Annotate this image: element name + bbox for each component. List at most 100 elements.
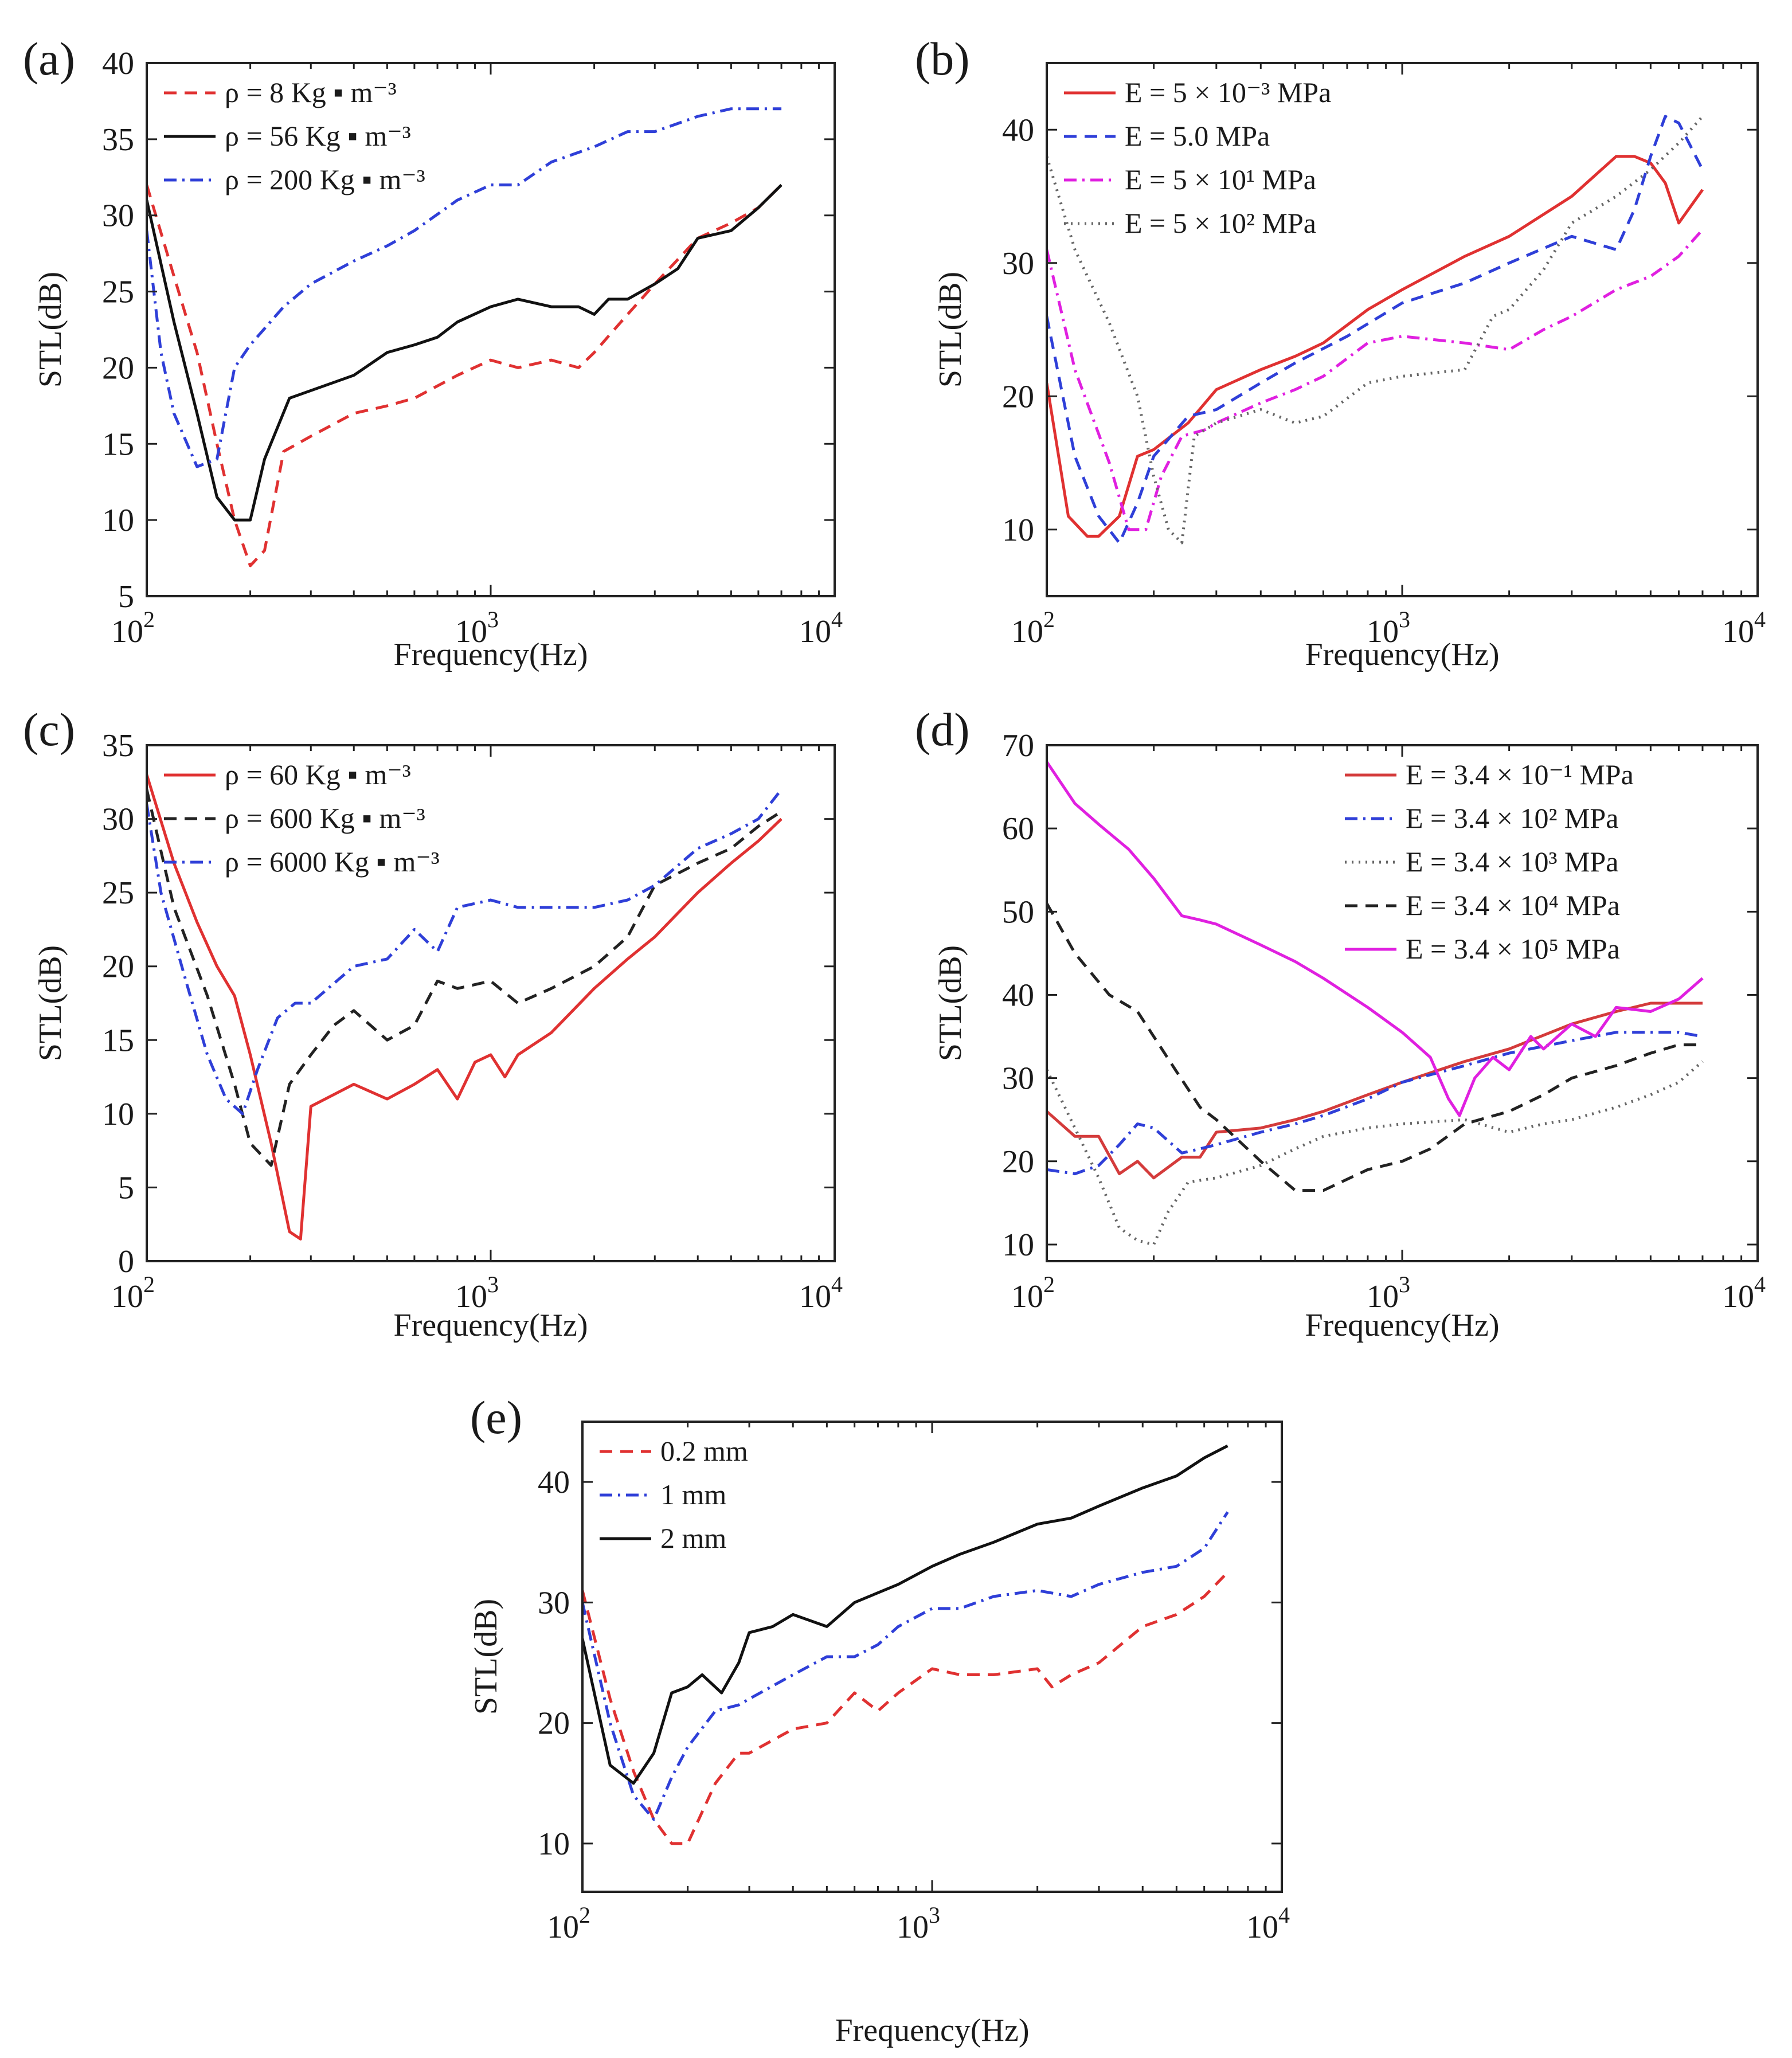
x-tick-exponent: 4 xyxy=(1278,1902,1290,1928)
x-tick-base: 10 xyxy=(111,1279,143,1314)
y-tick-label: 25 xyxy=(102,275,134,310)
x-tick-base: 10 xyxy=(799,614,831,650)
legend-entry: E = 5 × 10² MPa xyxy=(1125,207,1316,239)
legend-entry: ρ = 8 Kg ▪ m⁻³ xyxy=(225,76,397,108)
legend-entry: ρ = 60 Kg ▪ m⁻³ xyxy=(225,758,411,791)
legend-entry: E = 5 × 10⁻³ MPa xyxy=(1125,76,1331,108)
y-tick-label: 10 xyxy=(1002,512,1034,548)
y-tick-label: 40 xyxy=(102,46,134,81)
series-line-2 xyxy=(147,183,782,522)
x-tick-exponent: 4 xyxy=(831,607,843,632)
y-axis-label: STL(dB) xyxy=(933,272,968,388)
y-tick-label: 30 xyxy=(538,1585,570,1621)
legend-entry: E = 3.4 × 10⁻¹ MPa xyxy=(1406,758,1634,791)
legend-entry: ρ = 200 Kg ▪ m⁻³ xyxy=(225,163,425,195)
x-tick-label: 104 xyxy=(1722,607,1766,650)
x-tick-base: 10 xyxy=(799,1279,831,1314)
legend-entry: E = 3.4 × 10² MPa xyxy=(1406,802,1618,834)
panel-label: (e) xyxy=(470,1391,522,1443)
legend-entry: E = 3.4 × 10⁵ MPa xyxy=(1406,933,1620,965)
x-tick-base: 10 xyxy=(1722,614,1754,650)
legend-entry: E = 3.4 × 10⁴ MPa xyxy=(1406,889,1620,921)
y-tick-label: 5 xyxy=(118,579,134,615)
x-tick-label: 103 xyxy=(455,1271,499,1314)
x-tick-exponent: 3 xyxy=(487,1271,499,1297)
x-axis-label: Frequency(Hz) xyxy=(1305,1308,1500,1343)
x-tick-label: 104 xyxy=(799,607,843,650)
y-tick-label: 20 xyxy=(102,350,134,386)
x-tick-base: 10 xyxy=(1011,614,1043,650)
y-tick-label: 25 xyxy=(102,875,134,911)
y-tick-label: 35 xyxy=(102,122,134,158)
series-line-3 xyxy=(147,788,783,1116)
x-tick-exponent: 3 xyxy=(1399,1271,1410,1297)
y-tick-label: 5 xyxy=(118,1170,134,1206)
y-tick-label: 40 xyxy=(538,1465,570,1500)
x-tick-base: 10 xyxy=(1722,1279,1754,1314)
legend-entry: 2 mm xyxy=(660,1522,726,1554)
y-tick-label: 20 xyxy=(102,949,134,985)
x-tick-base: 10 xyxy=(1246,1910,1278,1945)
x-tick-base: 10 xyxy=(1367,1279,1399,1314)
panel-label: (d) xyxy=(915,703,970,756)
y-tick-label: 40 xyxy=(1002,112,1034,148)
panel-label: (c) xyxy=(23,703,75,756)
x-tick-label: 102 xyxy=(111,1271,155,1314)
x-tick-exponent: 2 xyxy=(1043,1271,1055,1297)
x-tick-label: 102 xyxy=(1011,1271,1055,1314)
x-tick-base: 10 xyxy=(1011,1279,1043,1314)
y-tick-label: 50 xyxy=(1002,894,1034,930)
x-tick-exponent: 3 xyxy=(487,607,499,632)
panel-label: (a) xyxy=(23,33,75,85)
x-tick-label: 102 xyxy=(547,1902,590,1945)
legend-entry: E = 5.0 MPa xyxy=(1125,120,1270,152)
x-tick-exponent: 2 xyxy=(579,1902,590,1928)
y-axis-label: STL(dB) xyxy=(33,272,68,388)
legend-entry: E = 5 × 10¹ MPa xyxy=(1125,163,1316,195)
y-tick-label: 20 xyxy=(1002,379,1034,414)
y-tick-label: 15 xyxy=(102,1023,134,1058)
series-line-2 xyxy=(582,1511,1229,1821)
series-line-3 xyxy=(1047,1060,1704,1246)
legend-entry: ρ = 56 Kg ▪ m⁻³ xyxy=(225,120,411,152)
x-tick-exponent: 2 xyxy=(143,607,155,632)
x-tick-exponent: 4 xyxy=(1754,607,1766,632)
y-tick-label: 30 xyxy=(1002,246,1034,281)
x-tick-base: 10 xyxy=(455,1279,487,1314)
x-tick-label: 103 xyxy=(897,1902,940,1945)
x-axis-label: Frequency(Hz) xyxy=(394,637,588,672)
series-line-2 xyxy=(1047,115,1704,545)
x-tick-exponent: 4 xyxy=(1754,1271,1766,1297)
y-tick-label: 70 xyxy=(1002,728,1034,764)
x-tick-label: 103 xyxy=(1367,607,1410,650)
series-line-1 xyxy=(582,1571,1229,1845)
x-tick-label: 102 xyxy=(111,607,155,650)
x-axis-label: Frequency(Hz) xyxy=(394,1308,588,1343)
legend-entry: ρ = 6000 Kg ▪ m⁻³ xyxy=(225,846,440,878)
x-tick-label: 103 xyxy=(455,607,499,650)
y-tick-label: 20 xyxy=(538,1706,570,1742)
legend-entry: 1 mm xyxy=(660,1478,726,1511)
legend-entry: ρ = 600 Kg ▪ m⁻³ xyxy=(225,802,425,834)
x-tick-label: 103 xyxy=(1367,1271,1410,1314)
y-tick-label: 10 xyxy=(1002,1227,1034,1263)
x-tick-exponent: 3 xyxy=(929,1902,940,1928)
series-line-1 xyxy=(147,183,782,568)
x-tick-exponent: 2 xyxy=(1043,607,1055,632)
series-line-4 xyxy=(1047,902,1703,1192)
x-tick-base: 10 xyxy=(455,614,487,650)
x-tick-exponent: 3 xyxy=(1399,607,1410,632)
y-axis-label: STL(dB) xyxy=(33,945,68,1061)
x-tick-label: 104 xyxy=(1722,1271,1766,1314)
panel-label: (b) xyxy=(915,33,970,85)
series-line-2 xyxy=(1047,1031,1703,1176)
y-axis-label: STL(dB) xyxy=(933,945,968,1061)
y-tick-label: 30 xyxy=(1002,1061,1034,1097)
x-tick-base: 10 xyxy=(547,1910,579,1945)
x-axis-label: Frequency(Hz) xyxy=(1305,637,1500,672)
x-tick-label: 104 xyxy=(799,1271,843,1314)
